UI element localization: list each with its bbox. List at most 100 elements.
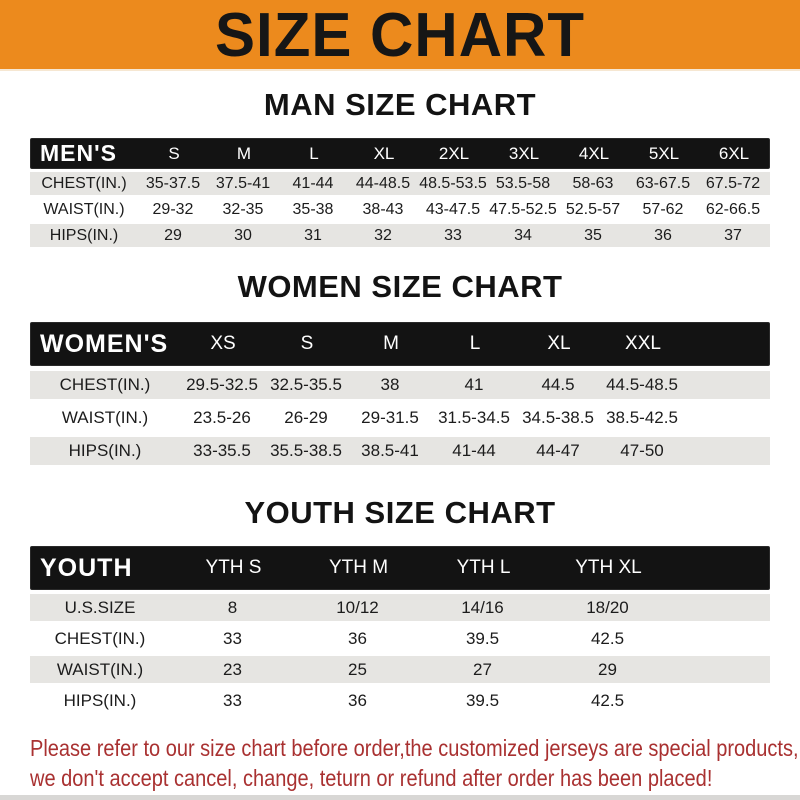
data-cell: 14/16 bbox=[461, 597, 504, 617]
column-header: YTH M bbox=[328, 557, 389, 578]
row-label: CHEST(IN.) bbox=[59, 375, 151, 394]
women-section: WOMEN SIZE CHART WOMEN'S XS S M L XL XXL CHEST(… bbox=[0, 269, 800, 465]
data-cell: 44.5-48.5 bbox=[606, 375, 678, 394]
data-cell: 33-35.5 bbox=[193, 441, 251, 460]
data-cell: 52.5-57 bbox=[565, 200, 621, 218]
data-cell: 47.5-52.5 bbox=[489, 200, 557, 218]
table-row-header: MEN'S bbox=[40, 140, 117, 166]
data-cell: 33 bbox=[444, 226, 462, 244]
column-header: YTH XL bbox=[575, 557, 642, 578]
women-size-table: WOMEN'S XS S M L XL XXL CHEST(IN.) 29.5-32.5 32.5… bbox=[30, 322, 770, 465]
data-cell: 31.5-34.5 bbox=[438, 408, 510, 427]
data-cell: 42.5 bbox=[590, 628, 625, 648]
column-header: XL bbox=[547, 333, 571, 354]
row-label: WAIST(IN.) bbox=[56, 659, 144, 679]
table-row: WAIST(IN.) 23.5-26 26-29 29-31.5 31.5-34.5 34… bbox=[30, 404, 770, 432]
column-header: L bbox=[469, 333, 481, 354]
data-cell: 29.5-32.5 bbox=[186, 375, 258, 394]
column-header: 2XL bbox=[438, 143, 470, 163]
bottom-edge-strip bbox=[0, 795, 800, 800]
row-label: HIPS(IN.) bbox=[49, 226, 119, 244]
data-cell: 39.5 bbox=[465, 690, 500, 710]
data-cell: 8 bbox=[227, 597, 238, 617]
table-row: HIPS(IN.) 33 36 39.5 42.5 bbox=[30, 687, 770, 714]
column-header: XXL bbox=[625, 333, 661, 354]
data-cell: 32-35 bbox=[222, 200, 264, 218]
table-row: CHEST(IN.) 33 36 39.5 42.5 bbox=[30, 625, 770, 652]
table-header-row: YOUTH YTH S YTH M YTH L YTH XL bbox=[30, 546, 770, 590]
data-cell: 31 bbox=[304, 226, 322, 244]
data-cell: 34 bbox=[514, 226, 532, 244]
men-section: MAN SIZE CHART MEN'S S M L XL 2XL 3XL 4XL 5XL 6XL… bbox=[0, 87, 800, 247]
youth-size-table: YOUTH YTH S YTH M YTH L YTH XL U.S.SIZE 8 10/12… bbox=[30, 546, 770, 714]
table-row-header: WOMEN'S bbox=[40, 329, 169, 358]
data-cell: 44.5 bbox=[541, 375, 575, 394]
column-header: 6XL bbox=[718, 143, 750, 163]
data-cell: 57-62 bbox=[642, 200, 684, 218]
column-header: M bbox=[236, 143, 252, 163]
column-header: 5XL bbox=[648, 143, 680, 163]
data-cell: 48.5-53.5 bbox=[419, 174, 487, 192]
data-cell: 38.5-42.5 bbox=[606, 408, 678, 427]
data-cell: 38-43 bbox=[362, 200, 404, 218]
row-label: HIPS(IN.) bbox=[68, 441, 142, 460]
data-cell: 37 bbox=[724, 226, 742, 244]
data-cell: 38 bbox=[380, 375, 400, 394]
data-cell: 43-47.5 bbox=[425, 200, 481, 218]
disclaimer-line-1: Please refer to our size chart before or… bbox=[30, 735, 799, 761]
women-size-chart-heading: WOMEN SIZE CHART bbox=[237, 269, 563, 304]
youth-size-chart-heading: YOUTH SIZE CHART bbox=[244, 495, 556, 530]
disclaimer-line-2: we don't accept cancel, change, teturn o… bbox=[30, 765, 713, 791]
data-cell: 41-44 bbox=[292, 174, 334, 192]
data-cell: 32.5-35.5 bbox=[270, 375, 342, 394]
disclaimer-note: Please refer to our size chart before or… bbox=[0, 733, 800, 793]
data-cell: 25 bbox=[348, 659, 367, 679]
column-header: 4XL bbox=[578, 143, 610, 163]
data-cell: 29 bbox=[598, 659, 617, 679]
data-cell: 44-47 bbox=[536, 441, 580, 460]
data-cell: 29-31.5 bbox=[361, 408, 419, 427]
data-cell: 27 bbox=[473, 659, 492, 679]
data-cell: 39.5 bbox=[465, 628, 500, 648]
table-row: WAIST(IN.) 29-32 32-35 35-38 38-43 43-47.5 47.… bbox=[30, 198, 770, 221]
data-cell: 41 bbox=[464, 375, 484, 394]
data-cell: 35.5-38.5 bbox=[270, 441, 342, 460]
table-row: CHEST(IN.) 35-37.5 37.5-41 41-44 44-48.5 48.5… bbox=[30, 172, 770, 195]
data-cell: 36 bbox=[348, 628, 367, 648]
data-cell: 44-48.5 bbox=[355, 174, 411, 192]
table-row: HIPS(IN.) 33-35.5 35.5-38.5 38.5-41 41-44 44-… bbox=[30, 437, 770, 465]
column-header: L bbox=[309, 143, 319, 163]
column-header: YTH L bbox=[456, 557, 511, 578]
data-cell: 62-66.5 bbox=[705, 200, 761, 218]
row-label: U.S.SIZE bbox=[64, 597, 136, 617]
data-cell: 26-29 bbox=[284, 408, 328, 427]
data-cell: 38.5-41 bbox=[361, 441, 419, 460]
column-header: XS bbox=[210, 333, 236, 354]
data-cell: 42.5 bbox=[590, 690, 625, 710]
data-cell: 67.5-72 bbox=[705, 174, 761, 192]
men-size-table: MEN'S S M L XL 2XL 3XL 4XL 5XL 6XL CHEST(IN.) 35-37… bbox=[30, 138, 770, 247]
banner-title: SIZE CHART bbox=[215, 0, 585, 69]
data-cell: 29 bbox=[164, 226, 182, 244]
column-header: M bbox=[383, 333, 399, 354]
column-header: YTH S bbox=[205, 557, 262, 578]
column-header: 3XL bbox=[508, 143, 540, 163]
table-header-row: WOMEN'S XS S M L XL XXL bbox=[30, 322, 770, 366]
row-label: WAIST(IN.) bbox=[43, 200, 125, 218]
data-cell: 23 bbox=[223, 659, 242, 679]
data-cell: 53.5-58 bbox=[495, 174, 551, 192]
data-cell: 29-32 bbox=[152, 200, 194, 218]
data-cell: 37.5-41 bbox=[215, 174, 271, 192]
data-cell: 10/12 bbox=[336, 597, 379, 617]
data-cell: 36 bbox=[348, 690, 367, 710]
table-row: CHEST(IN.) 29.5-32.5 32.5-35.5 38 41 44.5 44.5… bbox=[30, 371, 770, 399]
table-row-header: YOUTH bbox=[40, 553, 133, 582]
data-cell: 34.5-38.5 bbox=[522, 408, 594, 427]
data-cell: 63-67.5 bbox=[635, 174, 691, 192]
youth-section: YOUTH SIZE CHART YOUTH YTH S YTH M YTH L YTH… bbox=[0, 495, 800, 714]
data-cell: 30 bbox=[234, 226, 252, 244]
data-cell: 23.5-26 bbox=[193, 408, 251, 427]
data-cell: 35 bbox=[584, 226, 602, 244]
man-size-chart-heading: MAN SIZE CHART bbox=[263, 87, 537, 122]
data-cell: 41-44 bbox=[452, 441, 496, 460]
